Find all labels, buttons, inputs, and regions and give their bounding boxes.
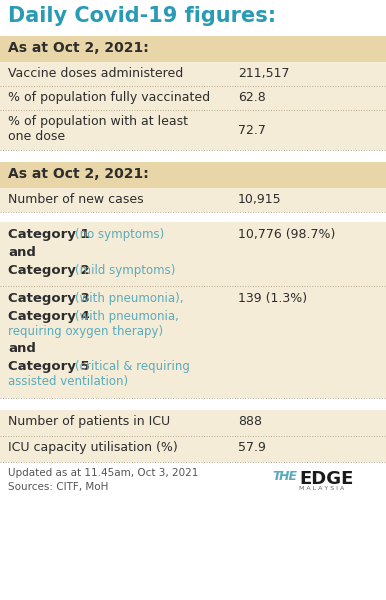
Text: 72.7: 72.7 xyxy=(238,124,266,137)
Text: 62.8: 62.8 xyxy=(238,91,266,104)
Text: and: and xyxy=(8,342,36,355)
Text: Number of patients in ICU: Number of patients in ICU xyxy=(8,415,170,428)
Text: (mild symptoms): (mild symptoms) xyxy=(75,264,175,277)
Bar xyxy=(0,222,386,286)
Bar xyxy=(0,86,386,110)
Bar xyxy=(0,398,386,410)
Text: Category 5: Category 5 xyxy=(8,360,94,373)
Bar xyxy=(0,110,386,150)
Text: Category 2: Category 2 xyxy=(8,264,94,277)
Text: Vaccine doses administered: Vaccine doses administered xyxy=(8,67,183,80)
Bar xyxy=(0,188,386,212)
Text: 139 (1.3%): 139 (1.3%) xyxy=(238,292,307,305)
Text: M A L A Y S I A: M A L A Y S I A xyxy=(299,486,344,491)
Text: requiring oxygen therapy): requiring oxygen therapy) xyxy=(8,325,163,338)
Text: Number of new cases: Number of new cases xyxy=(8,193,144,206)
Bar xyxy=(0,62,386,86)
Bar xyxy=(0,212,386,222)
Text: As at Oct 2, 2021:: As at Oct 2, 2021: xyxy=(8,41,149,55)
Text: % of population with at least
one dose: % of population with at least one dose xyxy=(8,115,188,143)
Text: (with pneumonia),: (with pneumonia), xyxy=(75,292,183,305)
Text: (no symptoms): (no symptoms) xyxy=(75,228,164,241)
Text: Updated as at 11.45am, Oct 3, 2021: Updated as at 11.45am, Oct 3, 2021 xyxy=(8,468,198,478)
Text: HE: HE xyxy=(279,470,298,483)
Bar xyxy=(0,36,386,62)
Text: Category 1: Category 1 xyxy=(8,228,94,241)
Bar xyxy=(0,436,386,462)
Text: (critical & requiring: (critical & requiring xyxy=(75,360,190,373)
Text: Category 4: Category 4 xyxy=(8,310,94,323)
Text: Sources: CITF, MoH: Sources: CITF, MoH xyxy=(8,482,108,492)
Text: ICU capacity utilisation (%): ICU capacity utilisation (%) xyxy=(8,441,178,454)
Text: Category 3: Category 3 xyxy=(8,292,94,305)
Text: % of population fully vaccinated: % of population fully vaccinated xyxy=(8,91,210,104)
Text: 888: 888 xyxy=(238,415,262,428)
Text: 10,776 (98.7%): 10,776 (98.7%) xyxy=(238,228,335,241)
Text: assisted ventilation): assisted ventilation) xyxy=(8,375,128,388)
Text: and: and xyxy=(8,246,36,259)
Bar xyxy=(0,286,386,398)
Text: T: T xyxy=(272,470,281,483)
Text: EDGE: EDGE xyxy=(299,470,353,488)
Text: 10,915: 10,915 xyxy=(238,193,282,206)
Text: 57.9: 57.9 xyxy=(238,441,266,454)
Bar xyxy=(0,162,386,188)
Bar xyxy=(0,150,386,162)
Text: 211,517: 211,517 xyxy=(238,67,290,80)
Text: As at Oct 2, 2021:: As at Oct 2, 2021: xyxy=(8,167,149,181)
Text: (with pneumonia,: (with pneumonia, xyxy=(75,310,179,323)
Text: Daily Covid-19 figures:: Daily Covid-19 figures: xyxy=(8,6,276,26)
Bar xyxy=(0,410,386,436)
